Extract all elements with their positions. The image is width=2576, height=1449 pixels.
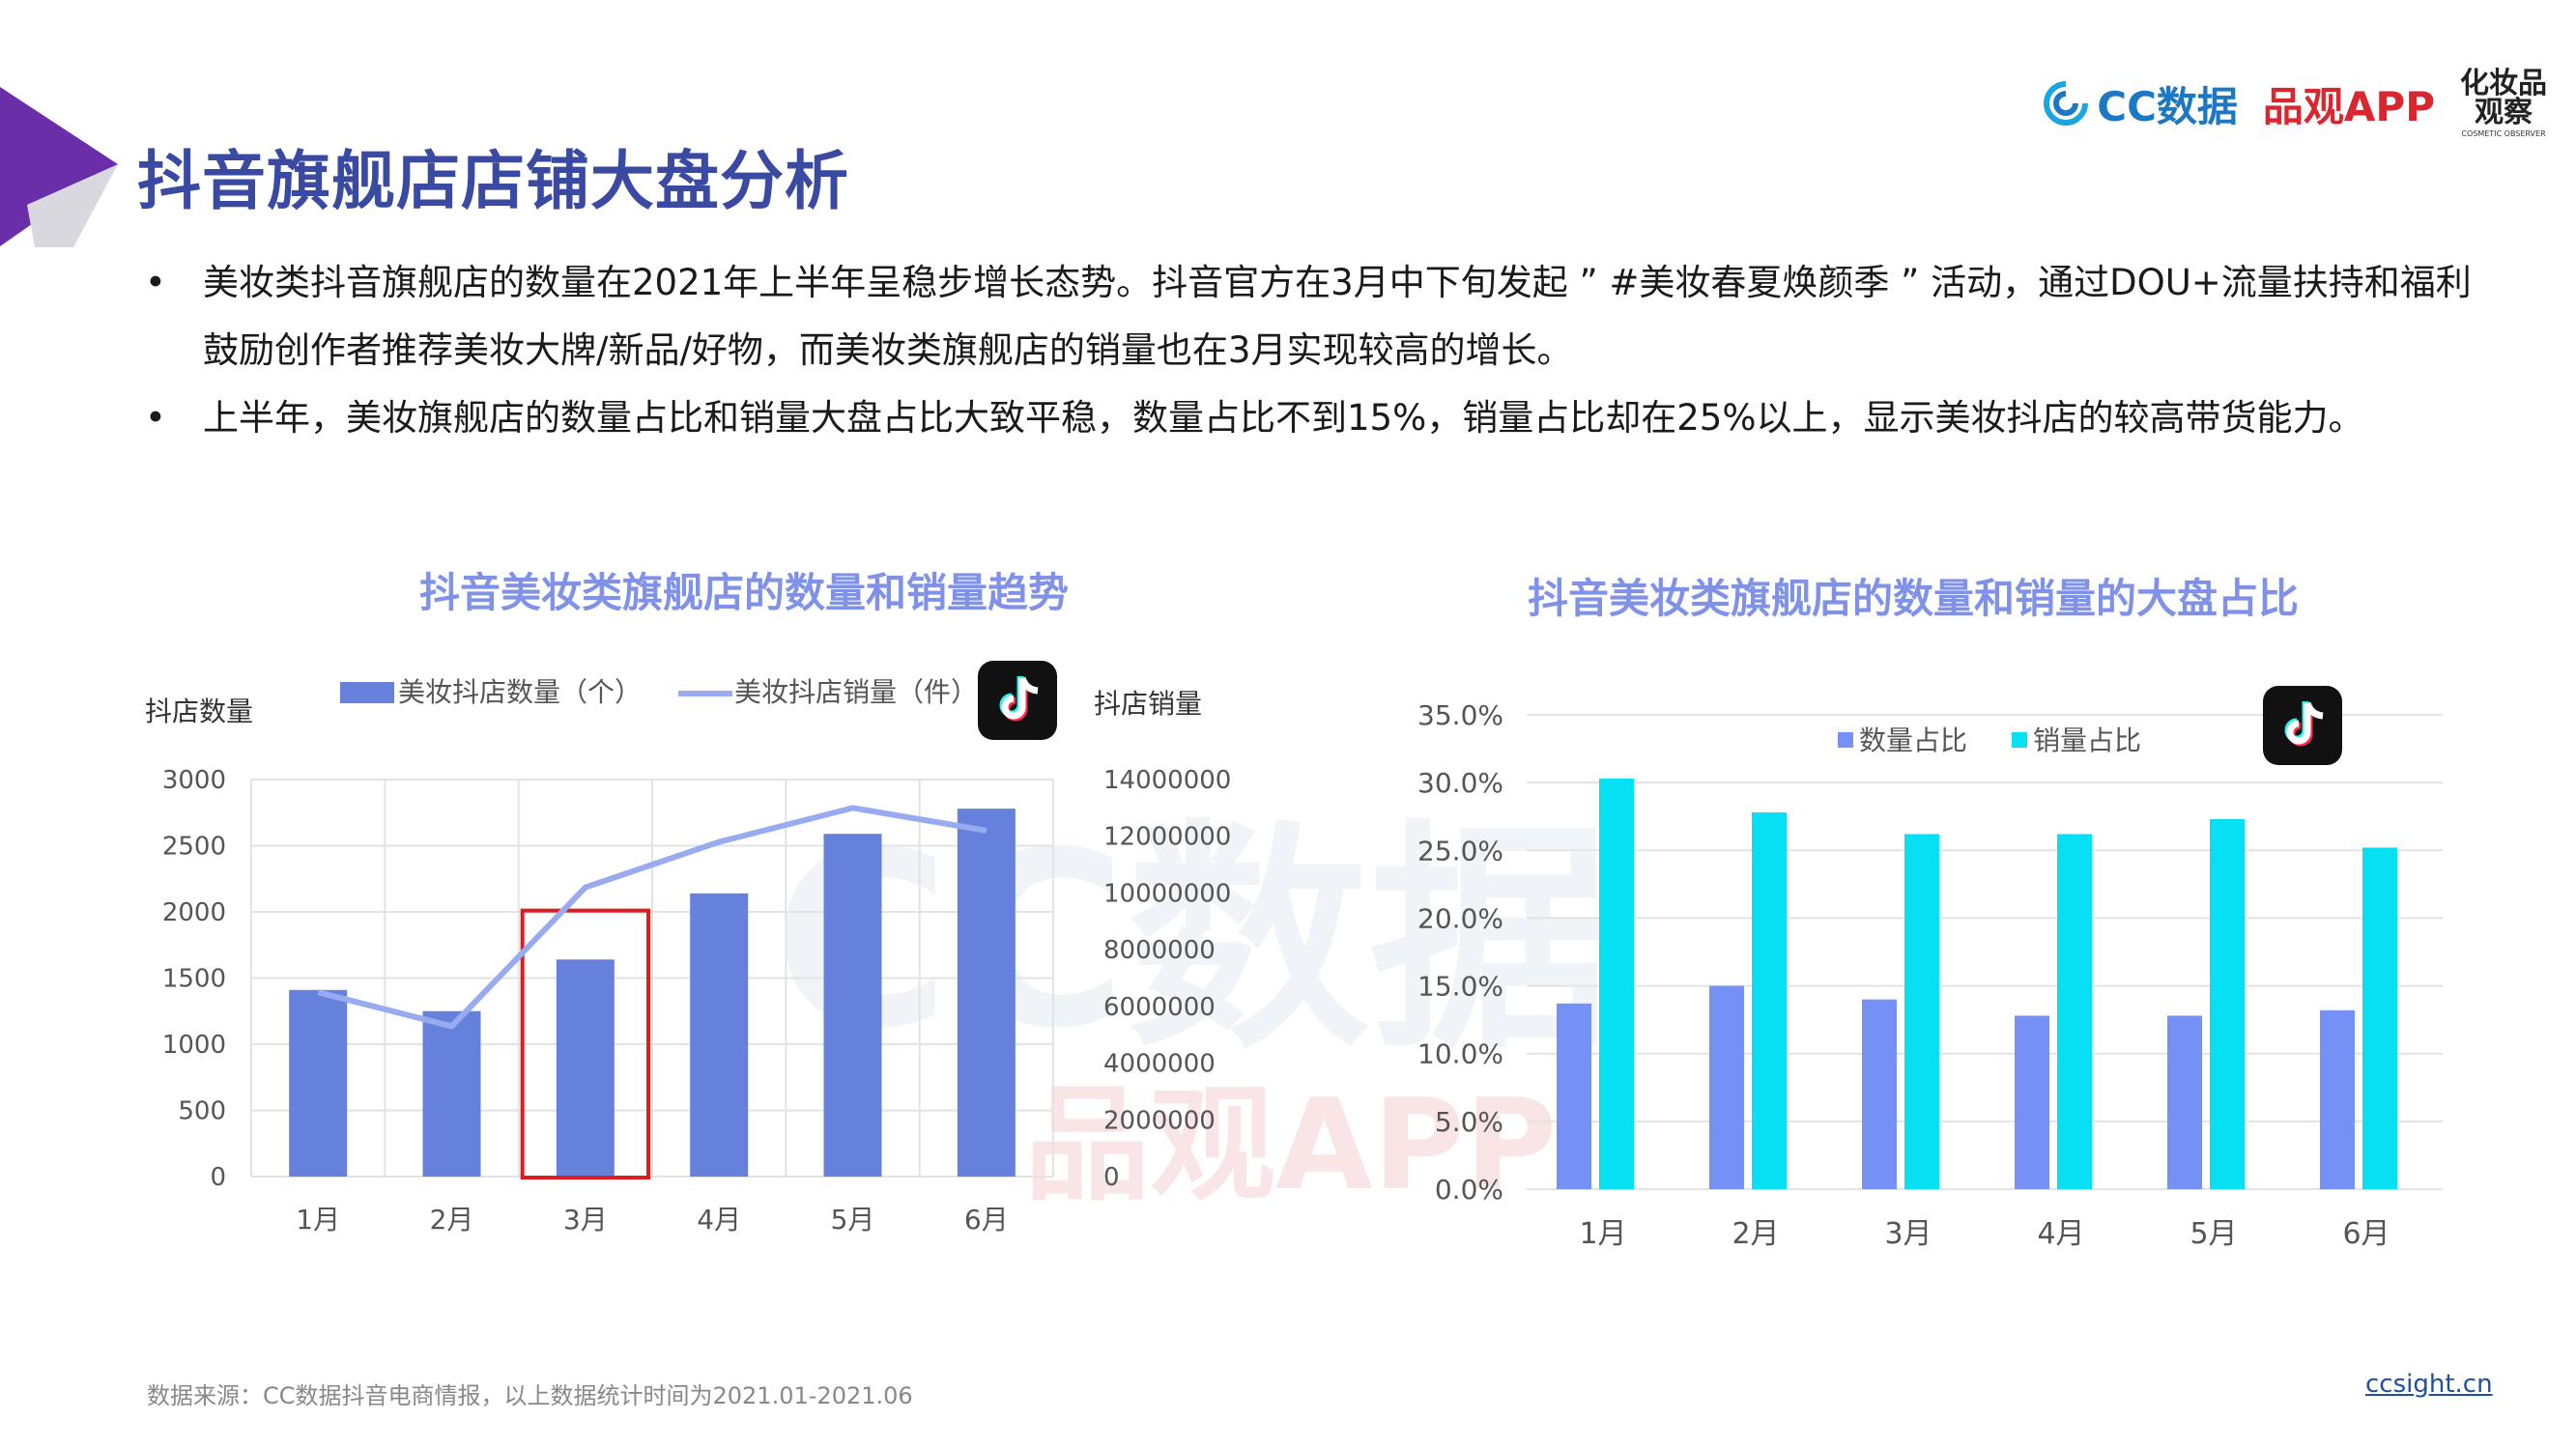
y-tick-label: 0.0% xyxy=(1435,1174,1503,1206)
x-tick-label: 2月 xyxy=(430,1204,474,1236)
legend-swatch xyxy=(2012,732,2027,748)
legend-swatch xyxy=(1838,732,1853,748)
y-axis-label-right: 抖店销量 xyxy=(1094,688,1202,720)
chart1-title: 抖音美妆类旗舰店的数量和销量趋势 xyxy=(418,569,1069,616)
bar-sales-share xyxy=(2362,847,2397,1189)
x-tick-label: 6月 xyxy=(964,1204,1009,1236)
bar-sales-share xyxy=(2057,834,2092,1189)
bar-count xyxy=(957,809,1016,1177)
x-tick-label: 3月 xyxy=(563,1204,608,1236)
cc-logo-text: CC数据 xyxy=(2097,82,2238,130)
line-sales xyxy=(317,805,987,1030)
bar-sales-share xyxy=(1752,812,1787,1189)
y-tick-label: 35.0% xyxy=(1417,699,1503,731)
y-tick-label-right: 12000000 xyxy=(1103,823,1231,852)
legend-label: 美妆抖店销量（件） xyxy=(734,676,978,708)
x-tick-label: 6月 xyxy=(2342,1217,2390,1251)
legend-label: 销量占比 xyxy=(2033,724,2141,756)
y-tick-label-left: 0 xyxy=(210,1163,226,1192)
y-tick-label-left: 2000 xyxy=(162,898,226,927)
y-tick-label: 25.0% xyxy=(1417,835,1503,867)
tiktok-icon xyxy=(2263,686,2342,765)
bar-count-share xyxy=(1862,999,1897,1189)
y-tick-label-left: 2500 xyxy=(162,833,226,862)
y-tick-label-right: 6000000 xyxy=(1103,993,1216,1022)
bar-count xyxy=(690,893,749,1177)
x-tick-label: 4月 xyxy=(697,1204,741,1236)
bar-count xyxy=(289,989,348,1177)
y-tick-label-right: 8000000 xyxy=(1103,936,1216,965)
y-axis-label-left: 抖店数量 xyxy=(145,696,253,727)
bar-count-share xyxy=(1709,985,1744,1189)
bullet-dot: • xyxy=(145,397,166,439)
y-tick-label: 5.0% xyxy=(1435,1106,1503,1138)
cc-data-logo: CC数据 xyxy=(2043,74,2238,133)
bar-count xyxy=(556,959,615,1177)
y-tick-label-left: 1500 xyxy=(162,965,226,994)
summary-bullets: • 美妆类抖音旗舰店的数量在2021年上半年呈稳步增长态势。抖音官方在3月中下旬… xyxy=(145,249,2483,452)
x-tick-label: 2月 xyxy=(1732,1217,1779,1251)
y-tick-label-right: 14000000 xyxy=(1103,766,1231,795)
y-tick-label-left: 1000 xyxy=(162,1031,226,1060)
bar-count-share xyxy=(2167,1015,2202,1189)
bar-count-share xyxy=(1557,1003,1591,1189)
cc-logo-icon xyxy=(2044,81,2089,126)
corner-decoration xyxy=(0,87,118,247)
y-tick-label: 30.0% xyxy=(1417,767,1503,799)
bar-count xyxy=(422,1010,481,1177)
bullet-item: • 美妆类抖音旗舰店的数量在2021年上半年呈稳步增长态势。抖音官方在3月中下旬… xyxy=(145,249,2483,384)
bar-count-share xyxy=(2015,1015,2049,1189)
highlight-box xyxy=(520,908,651,1179)
x-tick-label: 3月 xyxy=(1884,1217,1932,1251)
brand-logos: CC数据 品观APP 化妆品 观察 COSMETIC OBSERVER xyxy=(2043,60,2547,147)
bar-sales-share xyxy=(1599,778,1634,1189)
y-tick-label-left: 500 xyxy=(178,1097,226,1126)
legend-label: 数量占比 xyxy=(1859,724,1967,756)
legend-swatch-bar xyxy=(340,682,394,703)
y-tick-label: 20.0% xyxy=(1417,902,1503,934)
site-link[interactable]: ccsight.cn xyxy=(2365,1370,2493,1399)
chart2-title: 抖音美妆类旗舰店的数量和销量的大盘占比 xyxy=(1527,575,2299,622)
y-tick-label-right: 0 xyxy=(1103,1163,1120,1192)
cosmetic-observer-logo: 化妆品 观察 COSMETIC OBSERVER xyxy=(2460,66,2547,138)
x-tick-label: 5月 xyxy=(2190,1217,2237,1251)
pinguan-logo: 品观APP xyxy=(2262,82,2435,130)
y-tick-label-right: 4000000 xyxy=(1103,1050,1216,1079)
y-tick-label: 10.0% xyxy=(1417,1038,1503,1070)
y-tick-label-right: 10000000 xyxy=(1103,879,1231,908)
legend-label: 美妆抖店数量（个） xyxy=(398,676,642,708)
pinguan-watermark: 品观APP xyxy=(1024,1071,1558,1218)
bar-sales-share xyxy=(1904,834,1939,1189)
bullet-dot: • xyxy=(145,262,166,303)
x-tick-label: 4月 xyxy=(2037,1217,2084,1251)
x-tick-label: 1月 xyxy=(296,1204,340,1236)
data-source-note: 数据来源：CC数据抖音电商情报，以上数据统计时间为2021.01-2021.06 xyxy=(147,1382,913,1409)
y-tick-label: 15.0% xyxy=(1417,971,1503,1003)
x-tick-label: 1月 xyxy=(1579,1217,1626,1251)
bar-count-share xyxy=(2320,1009,2355,1189)
x-tick-label: 5月 xyxy=(831,1204,875,1236)
bar-count xyxy=(823,834,882,1177)
bullet-item: • 上半年，美妆旗舰店的数量占比和销量大盘占比大致平稳，数量占比不到15%，销量… xyxy=(145,384,2483,452)
y-tick-label-left: 3000 xyxy=(162,766,226,795)
page-title: 抖音旗舰店店铺大盘分析 xyxy=(137,144,849,218)
tiktok-icon xyxy=(978,661,1057,740)
y-tick-label-right: 2000000 xyxy=(1103,1106,1216,1135)
bar-sales-share xyxy=(2210,819,2245,1189)
